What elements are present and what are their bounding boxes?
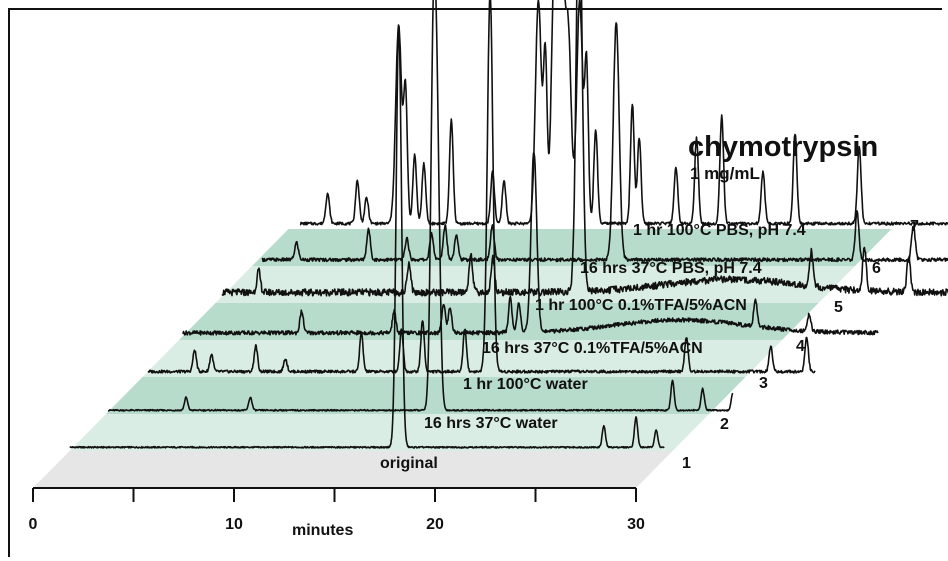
trace-label-4: 16 hrs 37°C 0.1%TFA/5%ACN [482,340,703,357]
trace-layer [69,0,948,449]
trace-label-3: 1 hr 100°C water [463,376,588,393]
x-tick-label-10: 10 [225,516,243,533]
trace-label-2: 16 hrs 37°C water [424,415,558,432]
trace-number-2: 2 [720,416,729,433]
trace-number-4: 4 [796,338,805,355]
trace-line-7 [299,0,948,226]
trace-number-5: 5 [834,299,843,316]
trace-line-1 [69,24,665,449]
trace-number-6: 6 [872,260,881,277]
x-tick-label-30: 30 [627,516,645,533]
band-6 [252,229,892,266]
trace-label-5: 1 hr 100°C 0.1%TFA/5%ACN [535,297,747,314]
x-axis: 0 10 20 30 [29,487,645,533]
band-1 [69,414,709,451]
x-tick-label-0: 0 [29,516,38,533]
band-0 [33,451,673,488]
band-2 [106,377,746,414]
trace-label-layer: original 1 16 hrs 37°C water 2 1 hr 100°C wa… [380,218,919,472]
trace-line-3 [147,0,816,374]
trace-label-6: 16 hrs 37°C PBS, pH 7.4 [580,260,762,277]
trace-label-7: 1 hr 100°C PBS, pH 7.4 [633,222,806,239]
trace-line-2 [107,0,734,412]
band-4 [179,303,819,340]
trace-number-3: 3 [759,375,768,392]
trace-line-6 [261,22,948,263]
x-axis-label: minutes [292,522,353,539]
trace-line-4 [182,152,879,336]
chart-title: chymotrypsin [688,131,878,163]
chart-frame [8,8,942,557]
trace-line-5 [221,0,948,297]
trace-label-1: original [380,455,438,472]
x-tick-label-20: 20 [426,516,444,533]
trace-number-1: 1 [682,455,691,472]
trace-number-7: 7 [910,218,919,235]
chart-subtitle: 1 mg/mL [690,164,760,183]
